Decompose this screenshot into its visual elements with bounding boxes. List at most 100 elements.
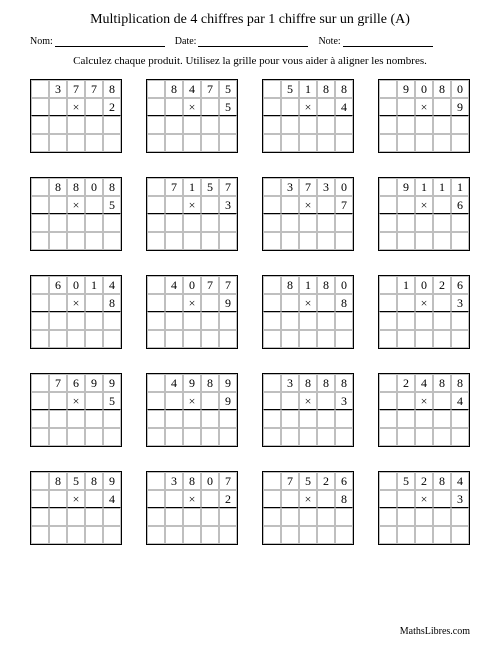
answer-cell[interactable] — [49, 312, 67, 330]
answer-cell[interactable] — [415, 526, 433, 544]
answer-cell[interactable] — [415, 410, 433, 428]
answer-cell[interactable] — [263, 214, 281, 232]
answer-cell[interactable] — [335, 330, 353, 348]
answer-cell[interactable] — [67, 116, 85, 134]
answer-cell[interactable] — [49, 330, 67, 348]
answer-cell[interactable] — [103, 214, 121, 232]
answer-cell[interactable] — [67, 508, 85, 526]
answer-cell[interactable] — [397, 312, 415, 330]
answer-cell[interactable] — [49, 214, 67, 232]
answer-cell[interactable] — [263, 410, 281, 428]
answer-cell[interactable] — [147, 134, 165, 152]
answer-cell[interactable] — [415, 116, 433, 134]
answer-cell[interactable] — [147, 232, 165, 250]
answer-cell[interactable] — [85, 428, 103, 446]
answer-cell[interactable] — [85, 508, 103, 526]
answer-cell[interactable] — [335, 134, 353, 152]
answer-cell[interactable] — [281, 134, 299, 152]
answer-cell[interactable] — [201, 410, 219, 428]
answer-cell[interactable] — [299, 214, 317, 232]
answer-cell[interactable] — [263, 232, 281, 250]
answer-cell[interactable] — [433, 312, 451, 330]
answer-cell[interactable] — [451, 232, 469, 250]
answer-cell[interactable] — [183, 410, 201, 428]
answer-cell[interactable] — [397, 508, 415, 526]
answer-cell[interactable] — [147, 330, 165, 348]
answer-cell[interactable] — [317, 214, 335, 232]
answer-cell[interactable] — [147, 312, 165, 330]
answer-cell[interactable] — [183, 312, 201, 330]
answer-cell[interactable] — [433, 214, 451, 232]
answer-cell[interactable] — [451, 134, 469, 152]
answer-cell[interactable] — [219, 116, 237, 134]
answer-cell[interactable] — [433, 508, 451, 526]
answer-cell[interactable] — [281, 214, 299, 232]
answer-cell[interactable] — [379, 134, 397, 152]
answer-cell[interactable] — [415, 134, 433, 152]
answer-cell[interactable] — [299, 330, 317, 348]
answer-cell[interactable] — [165, 116, 183, 134]
answer-cell[interactable] — [201, 116, 219, 134]
answer-cell[interactable] — [103, 508, 121, 526]
answer-cell[interactable] — [451, 428, 469, 446]
answer-cell[interactable] — [317, 508, 335, 526]
answer-cell[interactable] — [379, 508, 397, 526]
answer-cell[interactable] — [263, 330, 281, 348]
answer-cell[interactable] — [397, 330, 415, 348]
answer-cell[interactable] — [147, 214, 165, 232]
answer-cell[interactable] — [49, 428, 67, 446]
answer-cell[interactable] — [201, 134, 219, 152]
answer-cell[interactable] — [219, 410, 237, 428]
answer-cell[interactable] — [147, 410, 165, 428]
answer-cell[interactable] — [31, 116, 49, 134]
answer-cell[interactable] — [451, 330, 469, 348]
answer-cell[interactable] — [67, 214, 85, 232]
answer-cell[interactable] — [165, 330, 183, 348]
answer-cell[interactable] — [335, 410, 353, 428]
answer-cell[interactable] — [31, 526, 49, 544]
answer-cell[interactable] — [281, 526, 299, 544]
answer-cell[interactable] — [49, 508, 67, 526]
answer-cell[interactable] — [85, 410, 103, 428]
answer-cell[interactable] — [165, 312, 183, 330]
answer-cell[interactable] — [451, 410, 469, 428]
answer-cell[interactable] — [103, 232, 121, 250]
answer-cell[interactable] — [299, 232, 317, 250]
answer-cell[interactable] — [317, 526, 335, 544]
answer-cell[interactable] — [183, 428, 201, 446]
answer-cell[interactable] — [379, 214, 397, 232]
answer-cell[interactable] — [379, 428, 397, 446]
answer-cell[interactable] — [281, 116, 299, 134]
answer-cell[interactable] — [85, 214, 103, 232]
answer-cell[interactable] — [67, 134, 85, 152]
answer-cell[interactable] — [103, 134, 121, 152]
answer-cell[interactable] — [67, 312, 85, 330]
answer-cell[interactable] — [201, 330, 219, 348]
answer-cell[interactable] — [85, 526, 103, 544]
answer-cell[interactable] — [451, 214, 469, 232]
answer-cell[interactable] — [49, 526, 67, 544]
answer-cell[interactable] — [415, 312, 433, 330]
answer-cell[interactable] — [31, 214, 49, 232]
answer-cell[interactable] — [165, 526, 183, 544]
answer-cell[interactable] — [49, 232, 67, 250]
answer-cell[interactable] — [263, 508, 281, 526]
answer-cell[interactable] — [183, 134, 201, 152]
answer-cell[interactable] — [281, 312, 299, 330]
date-blank[interactable] — [198, 46, 308, 47]
answer-cell[interactable] — [219, 312, 237, 330]
answer-cell[interactable] — [183, 526, 201, 544]
answer-cell[interactable] — [85, 116, 103, 134]
name-blank[interactable] — [55, 46, 165, 47]
answer-cell[interactable] — [379, 116, 397, 134]
answer-cell[interactable] — [379, 330, 397, 348]
answer-cell[interactable] — [397, 116, 415, 134]
answer-cell[interactable] — [433, 116, 451, 134]
answer-cell[interactable] — [219, 330, 237, 348]
answer-cell[interactable] — [263, 312, 281, 330]
answer-cell[interactable] — [451, 312, 469, 330]
answer-cell[interactable] — [433, 134, 451, 152]
answer-cell[interactable] — [219, 428, 237, 446]
answer-cell[interactable] — [31, 312, 49, 330]
answer-cell[interactable] — [451, 508, 469, 526]
